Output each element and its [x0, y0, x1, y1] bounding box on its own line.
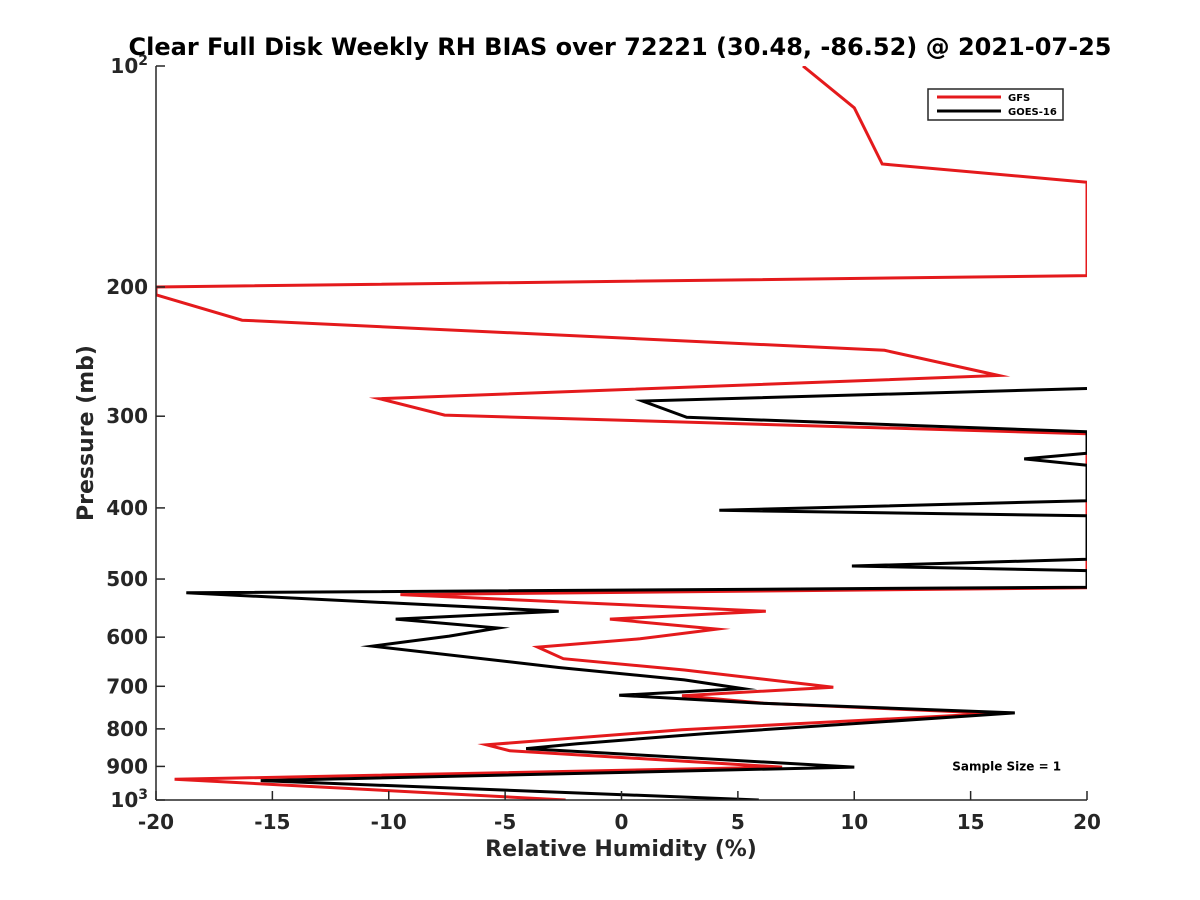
- x-tick-label: 20: [1073, 810, 1101, 834]
- y-tick-label: 800: [106, 717, 148, 741]
- legend-label: GOES-16: [1008, 107, 1057, 118]
- y-tick-label: 900: [106, 754, 148, 778]
- legend-label: GFS: [1008, 93, 1030, 104]
- legend: GFS GOES-16: [927, 88, 1064, 121]
- x-tick-label: -5: [494, 810, 516, 834]
- series-line-gfs: [156, 66, 1087, 800]
- sample-size-annotation: Sample Size = 1: [952, 759, 1061, 773]
- x-tick-label: 0: [615, 810, 629, 834]
- y-tick-label: 600: [106, 625, 148, 649]
- chart-title: Clear Full Disk Weekly RH BIAS over 7222…: [129, 33, 1112, 61]
- x-axis-ticks: -20 -15 -10 -5 0 5 10 15 20: [138, 791, 1101, 834]
- y-axis-ticks: 102 200 300 400 500 600 700 800 900 103: [106, 53, 165, 812]
- y-tick-label: 500: [106, 567, 148, 591]
- x-tick-label: -10: [371, 810, 407, 834]
- legend-box: [927, 88, 1064, 121]
- x-tick-label: 5: [731, 810, 745, 834]
- y-tick-label: 102: [110, 53, 148, 78]
- x-axis-label: Relative Humidity (%): [485, 837, 757, 862]
- series-layer: [156, 66, 1087, 800]
- x-tick-label: 15: [957, 810, 985, 834]
- annotations: Sample Size = 1: [952, 759, 1061, 773]
- x-tick-label: -15: [254, 810, 290, 834]
- y-tick-label: 700: [106, 674, 148, 698]
- y-tick-label: 103: [110, 787, 148, 812]
- x-tick-label: 10: [840, 810, 868, 834]
- y-tick-label: 200: [106, 275, 148, 299]
- y-axis-label: Pressure (mb): [74, 345, 99, 521]
- series-line-goes-16: [186, 387, 1087, 800]
- y-tick-label: 300: [106, 404, 148, 428]
- x-tick-label: -20: [138, 810, 174, 834]
- y-tick-label: 400: [106, 496, 148, 520]
- axes: [155, 66, 1087, 801]
